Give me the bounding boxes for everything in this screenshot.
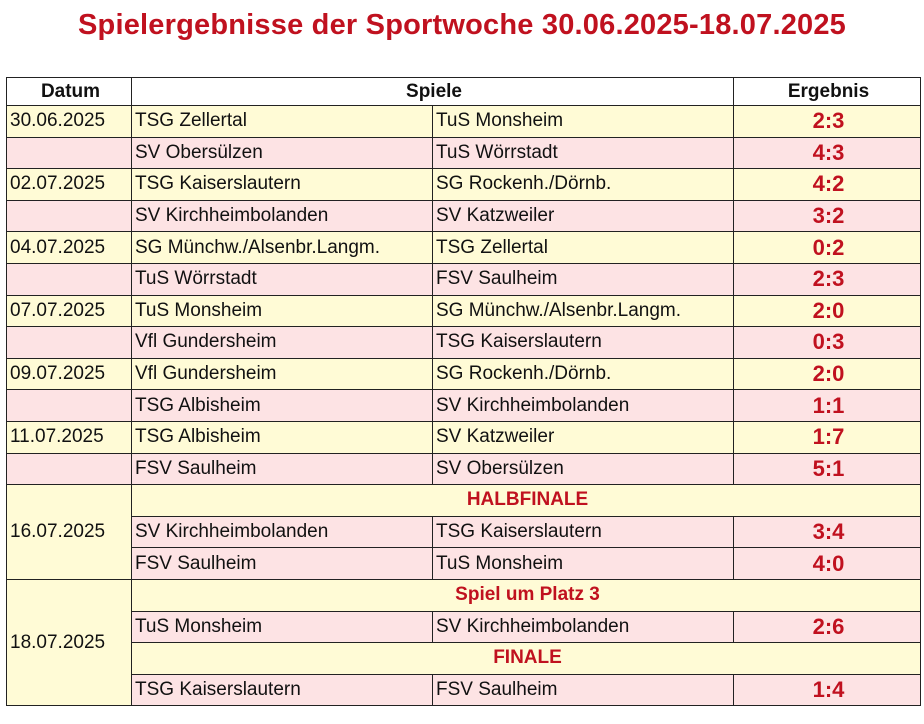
away-team: SV Kirchheimbolanden xyxy=(431,610,735,644)
final-day-date: 18.07.2025 xyxy=(6,578,132,707)
home-team: Vfl Gundersheim xyxy=(131,326,433,359)
match-date: 30.06.2025 xyxy=(6,105,132,138)
match-score: 4:0 xyxy=(733,547,922,580)
away-team: TSG Kaiserslautern xyxy=(431,326,735,359)
away-team: SV Katzweiler xyxy=(431,420,735,454)
away-team: TuS Wörrstadt xyxy=(431,136,735,170)
match-date xyxy=(6,199,132,233)
away-team: TuS Monsheim xyxy=(431,547,735,580)
match-date xyxy=(6,136,132,170)
match-score: 0:2 xyxy=(733,231,922,264)
match-score: 2:6 xyxy=(733,610,922,644)
match-score: 0:3 xyxy=(733,326,922,359)
home-team: TuS Wörrstadt xyxy=(131,262,433,296)
table-row: SV Obersülzen TuS Wörrstadt 4:3 xyxy=(6,136,922,170)
away-team: FSV Saulheim xyxy=(431,673,735,707)
away-team: SG Rockenh./Dörnb. xyxy=(431,357,735,391)
header-result: Ergebnis xyxy=(733,77,922,106)
header-games: Spiele xyxy=(130,77,735,106)
table-row: 30.06.2025 TSG Zellertal TuS Monsheim 2:… xyxy=(6,105,922,138)
table-row: 07.07.2025 TuS Monsheim SG Münchw./Alsen… xyxy=(6,294,922,328)
away-team: SG Rockenh./Dörnb. xyxy=(431,168,735,201)
away-team: SV Kirchheimbolanden xyxy=(431,389,735,422)
home-team: TSG Kaiserslautern xyxy=(131,673,433,707)
final-heading: FINALE xyxy=(130,642,922,675)
home-team: SV Obersülzen xyxy=(131,136,433,170)
match-score: 1:4 xyxy=(733,673,922,707)
match-score: 3:4 xyxy=(733,515,922,549)
table-row: FINALE xyxy=(7,642,922,675)
header-date: Datum xyxy=(6,77,132,106)
match-score: 2:3 xyxy=(733,262,922,296)
table-row: 18.07.2025 Spiel um Platz 3 xyxy=(6,578,922,707)
match-score: 2:0 xyxy=(733,294,922,328)
match-score: 3:2 xyxy=(733,199,922,233)
home-team: FSV Saulheim xyxy=(131,547,433,580)
match-score: 5:1 xyxy=(733,452,922,486)
table-row: TSG Kaiserslautern FSV Saulheim 1:4 xyxy=(7,673,922,707)
home-team: TSG Albisheim xyxy=(131,420,433,454)
match-score: 4:3 xyxy=(733,136,922,170)
home-team: SV Kirchheimbolanden xyxy=(131,515,433,549)
table-row: 04.07.2025 SG Münchw./Alsenbr.Langm. TSG… xyxy=(6,231,922,264)
table-row: TSG Albisheim SV Kirchheimbolanden 1:1 xyxy=(6,389,922,422)
table-row: SV Kirchheimbolanden SV Katzweiler 3:2 xyxy=(6,199,922,233)
table-row: TuS Monsheim SV Kirchheimbolanden 2:6 xyxy=(7,610,922,644)
match-date: 07.07.2025 xyxy=(6,294,132,328)
away-team: SV Obersülzen xyxy=(431,452,735,486)
home-team: FSV Saulheim xyxy=(131,452,433,486)
match-score: 1:1 xyxy=(733,389,922,422)
match-score: 2:3 xyxy=(733,105,922,138)
away-team: SV Katzweiler xyxy=(431,199,735,233)
table-row: TuS Wörrstadt FSV Saulheim 2:3 xyxy=(6,262,922,296)
table-row: 11.07.2025 TSG Albisheim SV Katzweiler 1… xyxy=(6,420,922,454)
match-date: 11.07.2025 xyxy=(6,420,132,454)
home-team: TuS Monsheim xyxy=(131,610,433,644)
semifinal-heading: HALBFINALE xyxy=(130,484,922,517)
home-team: SV Kirchheimbolanden xyxy=(131,199,433,233)
match-date: 02.07.2025 xyxy=(6,168,132,201)
table-row: 16.07.2025 HALBFINALE xyxy=(6,484,922,580)
away-team: FSV Saulheim xyxy=(431,262,735,296)
away-team: TSG Kaiserslautern xyxy=(431,515,735,549)
table-row: SV Kirchheimbolanden TSG Kaiserslautern … xyxy=(7,515,922,549)
match-date xyxy=(6,326,132,359)
away-team: SG Münchw./Alsenbr.Langm. xyxy=(431,294,735,328)
results-table: Datum Spiele Ergebnis 30.06.2025 TSG Zel… xyxy=(6,77,922,707)
third-place-heading: Spiel um Platz 3 xyxy=(130,578,922,612)
home-team: Vfl Gundersheim xyxy=(131,357,433,391)
match-date: 04.07.2025 xyxy=(6,231,132,264)
home-team: TSG Zellertal xyxy=(131,105,433,138)
home-team: TuS Monsheim xyxy=(131,294,433,328)
match-date: 09.07.2025 xyxy=(6,357,132,391)
table-row: 09.07.2025 Vfl Gundersheim SG Rockenh./D… xyxy=(6,357,922,391)
away-team: TSG Zellertal xyxy=(431,231,735,264)
table-row: FSV Saulheim SV Obersülzen 5:1 xyxy=(6,452,922,486)
table-row: Vfl Gundersheim TSG Kaiserslautern 0:3 xyxy=(6,326,922,359)
header-row: Datum Spiele Ergebnis xyxy=(6,77,922,106)
away-team: TuS Monsheim xyxy=(431,105,735,138)
table-row: 02.07.2025 TSG Kaiserslautern SG Rockenh… xyxy=(6,168,922,201)
home-team: TSG Kaiserslautern xyxy=(131,168,433,201)
match-date xyxy=(6,452,132,486)
match-date xyxy=(6,262,132,296)
match-score: 4:2 xyxy=(733,168,922,201)
match-score: 2:0 xyxy=(733,357,922,391)
match-score: 1:7 xyxy=(733,420,922,454)
home-team: TSG Albisheim xyxy=(131,389,433,422)
semifinal-date: 16.07.2025 xyxy=(6,484,132,580)
table-row: FSV Saulheim TuS Monsheim 4:0 xyxy=(7,547,922,580)
home-team: SG Münchw./Alsenbr.Langm. xyxy=(131,231,433,264)
page-title: Spielergebnisse der Sportwoche 30.06.202… xyxy=(77,9,847,41)
match-date xyxy=(6,389,132,422)
